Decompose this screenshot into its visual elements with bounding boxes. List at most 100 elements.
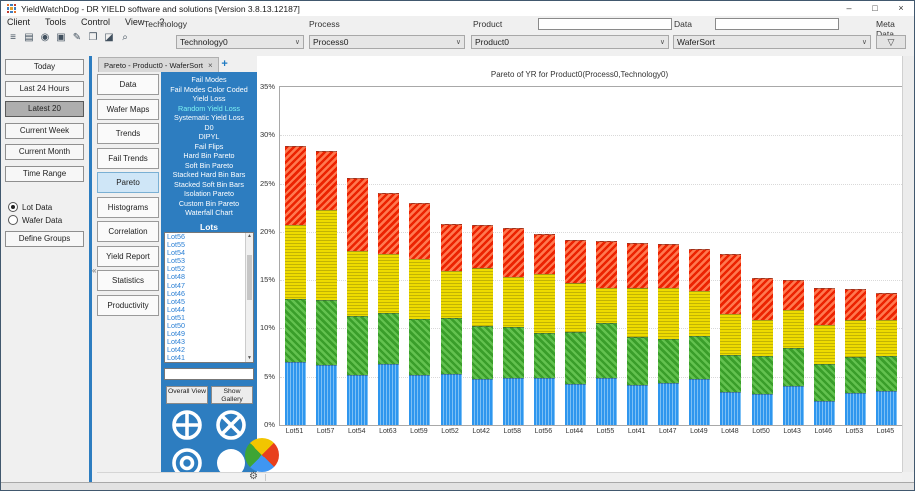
data-input[interactable] bbox=[715, 18, 839, 30]
lot-list-item[interactable]: Lot44 bbox=[167, 304, 185, 314]
settings-gear-icon[interactable]: ⚙ bbox=[249, 471, 258, 482]
lot-list-item[interactable]: Lot46 bbox=[167, 288, 185, 298]
bar-lot55[interactable] bbox=[596, 240, 618, 425]
option-isolation-pareto[interactable]: Isolation Pareto bbox=[184, 189, 234, 198]
lots-listbox[interactable]: Lot56 Lot55 Lot54 Lot53 Lot52 Lot48 Lot47 Lot46… bbox=[164, 232, 254, 363]
sidebar-button-latest-20[interactable]: Latest 20 bbox=[5, 101, 84, 117]
sidebar-button-current-month[interactable]: Current Month bbox=[5, 144, 84, 160]
lot-list-item[interactable]: Lot49 bbox=[167, 329, 185, 339]
menu-item-help[interactable]: ? bbox=[159, 17, 165, 27]
sidebar-button-time-range[interactable]: Time Range bbox=[5, 166, 84, 182]
tab-histograms[interactable]: Histograms bbox=[97, 196, 159, 218]
radio-lot-data[interactable]: Lot Data bbox=[8, 202, 52, 212]
lot-list-item[interactable]: Lot54 bbox=[167, 248, 185, 258]
scroll-thumb[interactable] bbox=[247, 255, 252, 300]
radio-wafer-data[interactable]: Wafer Data bbox=[8, 215, 62, 225]
lot-list-item[interactable]: Lot47 bbox=[167, 280, 185, 290]
camera-icon[interactable]: ◉ bbox=[40, 32, 50, 43]
scroll-down-icon[interactable]: ▼ bbox=[247, 355, 252, 361]
tab-data[interactable]: Data bbox=[97, 74, 159, 95]
option-yield-loss[interactable]: Yield Loss bbox=[192, 94, 226, 103]
option-systematic-yield-loss[interactable]: Systematic Yield Loss bbox=[174, 113, 244, 122]
bar-lot53[interactable] bbox=[844, 288, 866, 425]
lot-list-item[interactable]: Lot41 bbox=[167, 353, 185, 363]
option-random-yield-loss[interactable]: Random Yield Loss bbox=[178, 103, 240, 113]
menu-item-client[interactable]: Client bbox=[7, 17, 31, 27]
collapse-sidebar-icon[interactable]: « bbox=[92, 266, 97, 275]
bar-lot51[interactable] bbox=[285, 145, 307, 425]
bar-lot52[interactable] bbox=[440, 224, 462, 425]
option-hard-bin-pareto[interactable]: Hard Bin Pareto bbox=[183, 151, 235, 160]
bar-lot58[interactable] bbox=[502, 228, 524, 425]
bar-lot46[interactable] bbox=[813, 287, 835, 425]
lot-list-item[interactable]: Lot51 bbox=[167, 312, 185, 322]
sidebar-button-today[interactable]: Today bbox=[5, 59, 84, 75]
menu-item-tools[interactable]: Tools bbox=[45, 17, 67, 27]
meta-data-filter-button[interactable]: ▽ bbox=[876, 35, 906, 49]
circle-cross-icon[interactable] bbox=[170, 408, 204, 442]
bar-lot63[interactable] bbox=[378, 193, 400, 425]
lots-scrollbar[interactable]: ▲ ▼ bbox=[245, 233, 253, 362]
menu-item-view[interactable]: View bbox=[125, 17, 145, 27]
copy-icon[interactable]: ▣ bbox=[56, 32, 66, 43]
lot-list-item[interactable]: Lot45 bbox=[167, 296, 185, 306]
option-soft-bin-pareto[interactable]: Soft Bin Pareto bbox=[184, 160, 234, 170]
circle-x-icon[interactable] bbox=[214, 408, 248, 442]
lot-list-item[interactable]: Lot52 bbox=[167, 264, 185, 274]
bar-lot50[interactable] bbox=[751, 278, 773, 425]
lot-list-item[interactable]: Lot42 bbox=[167, 345, 185, 355]
define-groups-button[interactable]: Define Groups bbox=[5, 231, 84, 247]
maximize-button[interactable]: □ bbox=[872, 3, 878, 13]
tab-pareto-product0-wafersort[interactable]: Pareto - Product0 - WaferSort × bbox=[98, 57, 219, 72]
tab-wafer-maps[interactable]: Wafer Maps bbox=[97, 98, 159, 120]
sidebar-button-current-week[interactable]: Current Week bbox=[5, 123, 84, 139]
bar-lot56[interactable] bbox=[533, 233, 555, 425]
bar-lot42[interactable] bbox=[471, 225, 493, 425]
lot-list-item[interactable]: Lot53 bbox=[167, 256, 185, 266]
search-icon[interactable]: ⌕ bbox=[122, 32, 128, 43]
option-fail-flips[interactable]: Fail Flips bbox=[194, 141, 224, 151]
minimize-button[interactable]: – bbox=[846, 3, 852, 13]
bar-lot45[interactable] bbox=[875, 292, 897, 425]
overall-view-button[interactable]: Overall View bbox=[166, 386, 208, 404]
option-fail-modes-color-coded[interactable]: Fail Modes Color Coded bbox=[170, 84, 248, 94]
bar-lot47[interactable] bbox=[658, 244, 680, 425]
lot-list-item[interactable]: Lot48 bbox=[167, 272, 185, 282]
eraser-icon[interactable]: ◪ bbox=[104, 32, 114, 43]
bar-lot43[interactable] bbox=[782, 280, 804, 425]
bar-lot44[interactable] bbox=[564, 239, 586, 425]
product-input[interactable] bbox=[538, 18, 672, 30]
bar-lot48[interactable] bbox=[720, 254, 742, 425]
bar-lot57[interactable] bbox=[316, 150, 338, 425]
edit-pen-icon[interactable]: ✎ bbox=[72, 32, 82, 43]
option-stacked-soft-bin-bars[interactable]: Stacked Soft Bin Bars bbox=[174, 179, 244, 189]
sidebar-splitter[interactable]: « bbox=[89, 56, 97, 482]
product-select[interactable]: Product0 ∨ bbox=[471, 35, 669, 49]
option-fail-modes[interactable]: Fail Modes bbox=[191, 75, 227, 84]
lot-list-item[interactable]: Lot50 bbox=[167, 321, 185, 331]
bar-lot49[interactable] bbox=[689, 249, 711, 425]
lot-list-item[interactable]: Lot43 bbox=[167, 337, 185, 347]
add-tab-button[interactable]: + bbox=[221, 58, 228, 70]
process-select[interactable]: Process0 ∨ bbox=[309, 35, 465, 49]
tab-fail-trends[interactable]: Fail Trends bbox=[97, 147, 159, 169]
technology-select[interactable]: Technology0 ∨ bbox=[176, 35, 304, 49]
option-custom-bin-pareto[interactable]: Custom Bin Pareto bbox=[178, 198, 240, 208]
lot-list-item[interactable]: Lot56 bbox=[167, 232, 185, 241]
lot-list-item[interactable]: Lot55 bbox=[167, 240, 185, 250]
tab-statistics[interactable]: Statistics bbox=[97, 270, 159, 291]
option-stacked-hard-bin-bars[interactable]: Stacked Hard Bin Bars bbox=[172, 170, 246, 179]
lot-filter-input[interactable] bbox=[164, 368, 254, 380]
option-waterfall-chart[interactable]: Waterfall Chart bbox=[185, 208, 233, 217]
windows-icon[interactable]: ❐ bbox=[88, 32, 98, 43]
tab-correlation[interactable]: Correlation bbox=[97, 221, 159, 242]
bar-lot59[interactable] bbox=[409, 202, 431, 425]
close-button[interactable]: × bbox=[898, 3, 904, 13]
tab-productivity[interactable]: Productivity bbox=[97, 294, 159, 316]
pie-chart-icon[interactable] bbox=[245, 438, 279, 472]
bar-lot54[interactable] bbox=[347, 177, 369, 425]
sidebar-button-last-24-hours[interactable]: Last 24 Hours bbox=[5, 81, 84, 97]
close-tab-icon[interactable]: × bbox=[207, 60, 213, 70]
show-gallery-button[interactable]: Show Gallery bbox=[211, 386, 253, 404]
tab-pareto[interactable]: Pareto bbox=[97, 172, 159, 193]
